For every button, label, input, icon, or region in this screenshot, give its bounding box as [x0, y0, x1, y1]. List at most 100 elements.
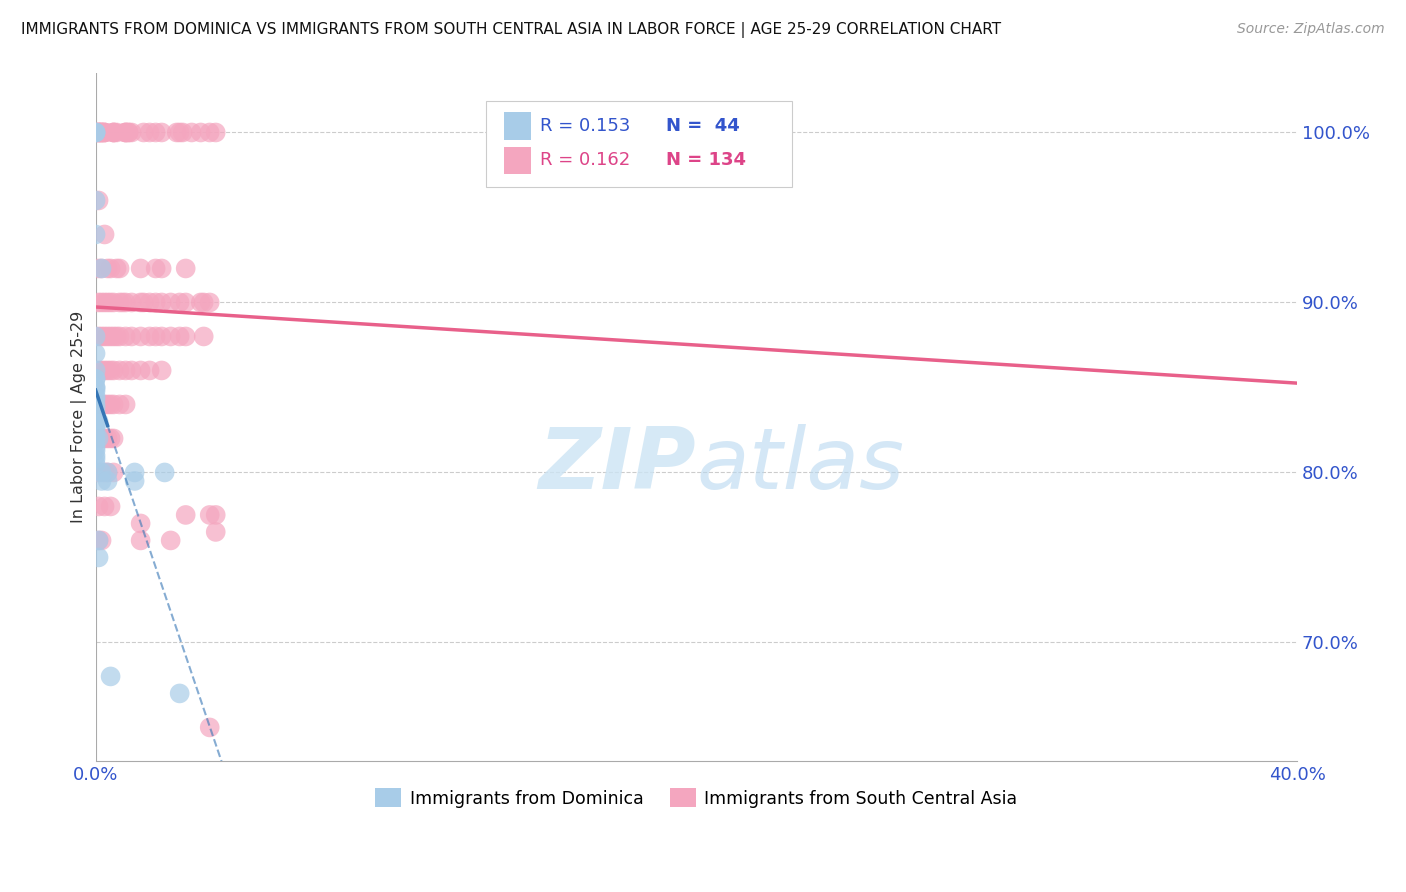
Point	[129, 295, 152, 310]
Point	[84, 389, 107, 403]
Point	[129, 533, 152, 548]
Point	[84, 434, 107, 449]
Point	[129, 516, 152, 531]
Point	[103, 363, 125, 377]
Point	[93, 397, 115, 411]
Point	[97, 295, 120, 310]
Point	[93, 126, 115, 140]
Point	[159, 533, 181, 548]
Point	[97, 329, 120, 343]
Point	[111, 295, 134, 310]
Point	[97, 466, 120, 480]
Point	[87, 363, 110, 377]
Text: IMMIGRANTS FROM DOMINICA VS IMMIGRANTS FROM SOUTH CENTRAL ASIA IN LABOR FORCE | : IMMIGRANTS FROM DOMINICA VS IMMIGRANTS F…	[21, 22, 1001, 38]
Point	[87, 126, 110, 140]
Point	[90, 261, 112, 276]
Point	[97, 474, 120, 488]
Point	[100, 500, 122, 514]
Point	[114, 363, 136, 377]
Point	[159, 329, 181, 343]
Point	[121, 329, 143, 343]
Point	[84, 126, 107, 140]
Point	[138, 363, 160, 377]
Point	[103, 126, 125, 140]
Point	[117, 126, 139, 140]
Point	[204, 126, 226, 140]
Point	[108, 363, 131, 377]
Point	[84, 449, 107, 463]
Point	[84, 451, 107, 466]
Point	[103, 126, 125, 140]
Point	[84, 227, 107, 242]
Legend: Immigrants from Dominica, Immigrants from South Central Asia: Immigrants from Dominica, Immigrants fro…	[368, 781, 1025, 814]
Point	[174, 261, 197, 276]
Point	[169, 126, 191, 140]
Point	[87, 500, 110, 514]
Point	[90, 533, 112, 548]
Point	[84, 414, 107, 428]
Point	[100, 397, 122, 411]
Point	[198, 721, 221, 735]
Text: N = 134: N = 134	[666, 152, 747, 169]
Point	[103, 432, 125, 446]
Point	[129, 363, 152, 377]
Point	[169, 295, 191, 310]
Point	[174, 508, 197, 522]
Point	[105, 329, 128, 343]
Point	[90, 329, 112, 343]
Point	[87, 126, 110, 140]
Point	[84, 457, 107, 471]
Point	[132, 295, 155, 310]
Point	[84, 126, 107, 140]
Point	[93, 295, 115, 310]
Text: Source: ZipAtlas.com: Source: ZipAtlas.com	[1237, 22, 1385, 37]
Point	[100, 363, 122, 377]
FancyBboxPatch shape	[486, 101, 793, 186]
Point	[117, 126, 139, 140]
Point	[97, 363, 120, 377]
Point	[124, 474, 146, 488]
Point	[100, 295, 122, 310]
Point	[84, 406, 107, 420]
Point	[84, 397, 107, 411]
Point	[93, 432, 115, 446]
Point	[103, 295, 125, 310]
Point	[84, 329, 107, 343]
Point	[84, 443, 107, 458]
Point	[193, 295, 215, 310]
Point	[172, 126, 194, 140]
Point	[153, 466, 176, 480]
Point	[138, 329, 160, 343]
Point	[90, 474, 112, 488]
Point	[84, 380, 107, 394]
Point	[90, 126, 112, 140]
Point	[190, 295, 212, 310]
Point	[174, 329, 197, 343]
Point	[93, 500, 115, 514]
Point	[114, 126, 136, 140]
Point	[129, 261, 152, 276]
Point	[84, 392, 107, 407]
Point	[87, 533, 110, 548]
Text: R = 0.153: R = 0.153	[540, 117, 630, 135]
Point	[90, 466, 112, 480]
Point	[145, 126, 167, 140]
Point	[169, 686, 191, 700]
Point	[103, 329, 125, 343]
Text: atlas: atlas	[696, 424, 904, 507]
Point	[114, 397, 136, 411]
Point	[84, 409, 107, 424]
Point	[84, 126, 107, 140]
Point	[90, 261, 112, 276]
Point	[132, 126, 155, 140]
Point	[87, 414, 110, 428]
Point	[84, 432, 107, 446]
Point	[169, 329, 191, 343]
Point	[84, 380, 107, 394]
Point	[87, 533, 110, 548]
Point	[87, 126, 110, 140]
Point	[145, 261, 167, 276]
Text: R = 0.162: R = 0.162	[540, 152, 630, 169]
Text: N =  44: N = 44	[666, 117, 740, 135]
Point	[84, 346, 107, 360]
